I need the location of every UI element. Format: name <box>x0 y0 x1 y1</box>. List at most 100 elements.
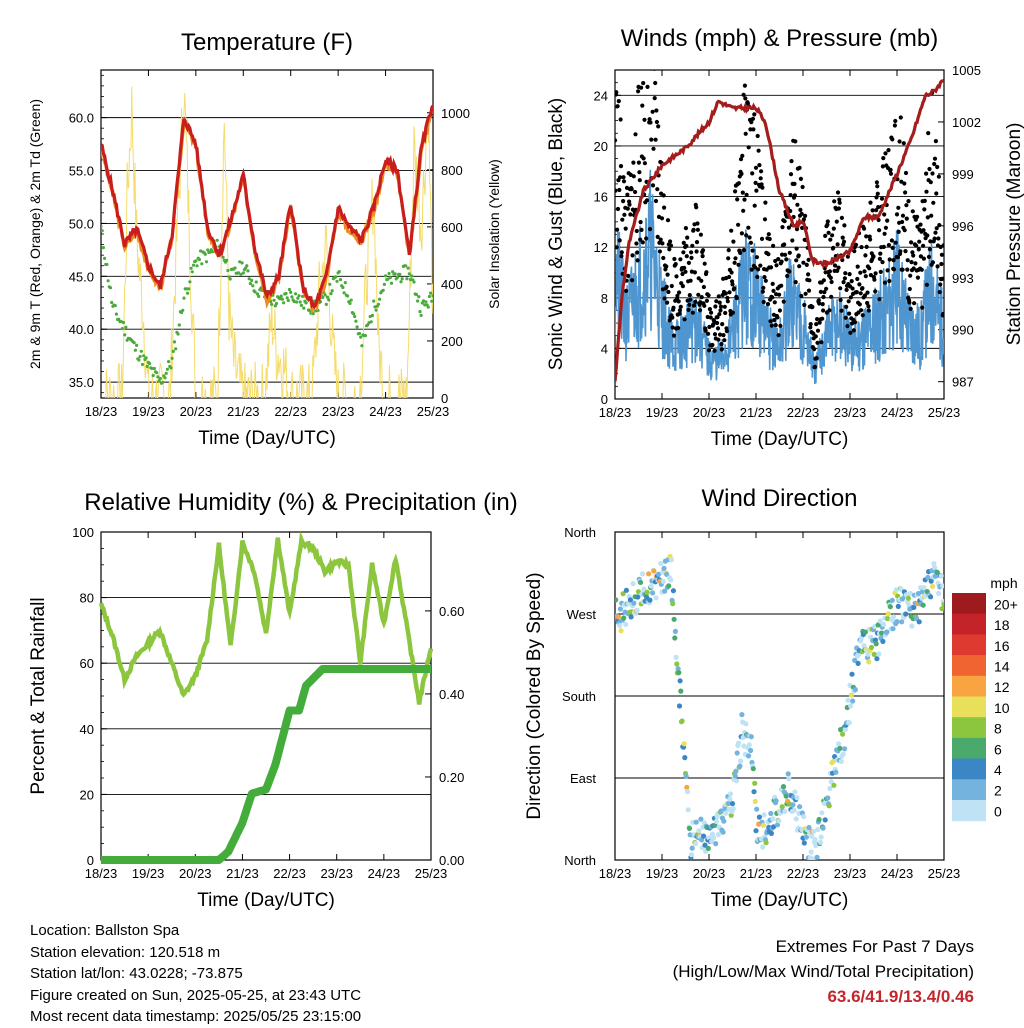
series-dewpoint-point <box>176 332 180 336</box>
series-gust-point <box>921 243 926 248</box>
series-dewpoint-point <box>225 258 229 262</box>
series-gust-point <box>908 306 913 311</box>
series-gust-point <box>932 156 938 161</box>
series-gust-point <box>808 325 813 330</box>
series-gust-point <box>807 278 812 283</box>
series-gust-point <box>875 184 880 189</box>
series-gust-point <box>813 334 818 339</box>
series-gust-point <box>921 256 927 261</box>
series-direction-point <box>907 590 914 597</box>
series-gust-point <box>885 268 890 273</box>
series-dewpoint-point <box>406 266 410 270</box>
series-dewpoint-point <box>393 272 397 276</box>
series-dewpoint-point <box>327 298 331 302</box>
series-gust-point <box>844 304 849 309</box>
series-gust-point <box>885 218 890 223</box>
series-gust-point <box>882 212 887 217</box>
series-gust-point <box>915 275 921 280</box>
series-direction-point <box>653 595 659 601</box>
series-gust-point <box>638 220 643 225</box>
series-dewpoint-point <box>360 344 364 348</box>
series-gust-point <box>672 256 677 262</box>
wind_direction-x-tick-label: 22/23 <box>787 866 820 881</box>
series-gust-point <box>888 167 893 172</box>
series-gust-point <box>864 244 869 249</box>
series-direction-point <box>686 825 693 832</box>
series-gust-point <box>857 282 862 287</box>
series-direction-point <box>806 824 812 831</box>
series-gust-point <box>828 237 833 242</box>
series-direction-point <box>709 838 715 845</box>
series-gust-point <box>842 276 848 281</box>
series-gust-point <box>710 342 715 348</box>
humidity-x-tick-label: 22/23 <box>273 866 306 881</box>
series-gust-point <box>673 262 678 267</box>
series-direction-point <box>905 595 912 601</box>
series-gust-point <box>699 278 704 283</box>
series-gust-point <box>750 171 755 176</box>
series-gust-point <box>886 148 891 153</box>
series-direction-point <box>894 619 900 625</box>
series-gust-point <box>910 250 915 255</box>
series-gust-point <box>621 199 626 204</box>
series-dewpoint-point <box>190 270 194 274</box>
series-direction-point <box>661 565 667 572</box>
series-gust-point <box>877 256 883 261</box>
series-direction-point <box>702 842 708 848</box>
series-gust-point <box>670 315 675 320</box>
temperature-x-tick-label: 22/23 <box>274 404 307 419</box>
series-gust-point <box>712 332 718 337</box>
series-dewpoint-point <box>389 281 394 285</box>
series-gust-point <box>820 302 825 307</box>
series-gust-point <box>873 289 878 294</box>
series-direction-point <box>817 839 824 845</box>
wind_direction-y-tick-label: East <box>570 771 596 786</box>
series-gust-point <box>835 242 840 247</box>
series-gust-point <box>754 255 760 260</box>
series-direction-point <box>651 568 657 574</box>
series-gust-point <box>665 218 671 223</box>
series-direction-point <box>873 641 879 647</box>
series-dewpoint-point <box>405 277 409 281</box>
series-gust-point <box>900 219 905 225</box>
series-gust-point <box>687 302 692 307</box>
series-direction-point <box>780 784 787 790</box>
series-gust-point <box>848 295 854 300</box>
series-gust-point <box>636 160 642 165</box>
temperature-y-tick-label: 35.0 <box>69 375 94 390</box>
series-dewpoint-point <box>325 295 330 299</box>
series-gust-point <box>829 294 834 299</box>
series-station-pressure <box>615 78 944 382</box>
series-gust-point <box>657 249 663 254</box>
legend-label: 10 <box>994 700 1010 716</box>
wind_direction-y-label: Direction (Colored By Speed) <box>524 572 545 819</box>
series-gust-point <box>876 205 881 210</box>
series-dewpoint-point <box>280 297 284 301</box>
series-gust-point <box>865 300 870 306</box>
series-direction-point <box>634 607 640 614</box>
series-direction-point <box>770 816 776 822</box>
series-direction-point <box>727 791 734 797</box>
series-dewpoint-point <box>274 301 279 306</box>
series-dewpoint-point <box>382 282 386 286</box>
series-gust-point <box>694 240 700 245</box>
series-gust-point <box>765 302 771 307</box>
series-gust-point <box>838 297 843 303</box>
series-gust-point <box>770 295 775 300</box>
series-gust-point <box>734 296 739 301</box>
series-dewpoint-point <box>412 280 416 284</box>
series-dewpoint-point <box>254 280 258 284</box>
series-gust-point <box>619 254 624 259</box>
series-direction-point <box>672 628 679 635</box>
series-direction-point <box>681 741 687 747</box>
series-direction-point <box>677 678 683 684</box>
humidity-y2-tick-label: 0.20 <box>439 770 464 785</box>
series-gust-point <box>647 117 652 122</box>
series-direction-point <box>685 807 691 813</box>
series-gust-point <box>658 237 663 242</box>
series-gust-point <box>648 120 653 125</box>
legend-label: 6 <box>994 741 1002 757</box>
series-gust-point <box>797 165 802 170</box>
series-direction-point <box>713 818 720 825</box>
series-dewpoint-point <box>101 224 103 229</box>
